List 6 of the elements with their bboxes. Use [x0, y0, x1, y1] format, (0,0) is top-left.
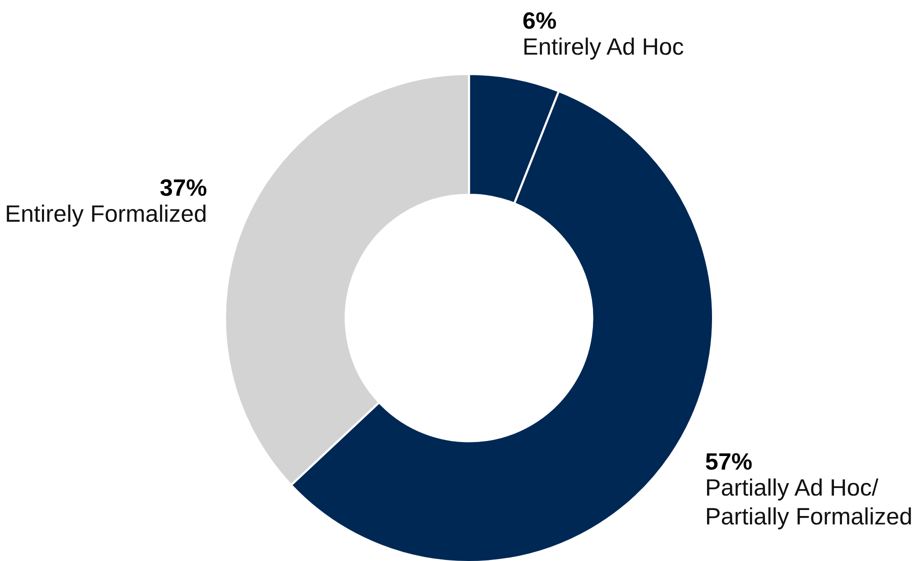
- data-label: 37%: [160, 179, 206, 196]
- slice-label: Entirely Formalized: [6, 204, 206, 227]
- slice-label: Entirely Ad Hoc: [524, 38, 684, 60]
- slice-label: Partially Ad Hoc/ Partially Formalized: [707, 478, 911, 530]
- data-label: 6%: [523, 12, 556, 29]
- data-label: 57%: [706, 453, 752, 470]
